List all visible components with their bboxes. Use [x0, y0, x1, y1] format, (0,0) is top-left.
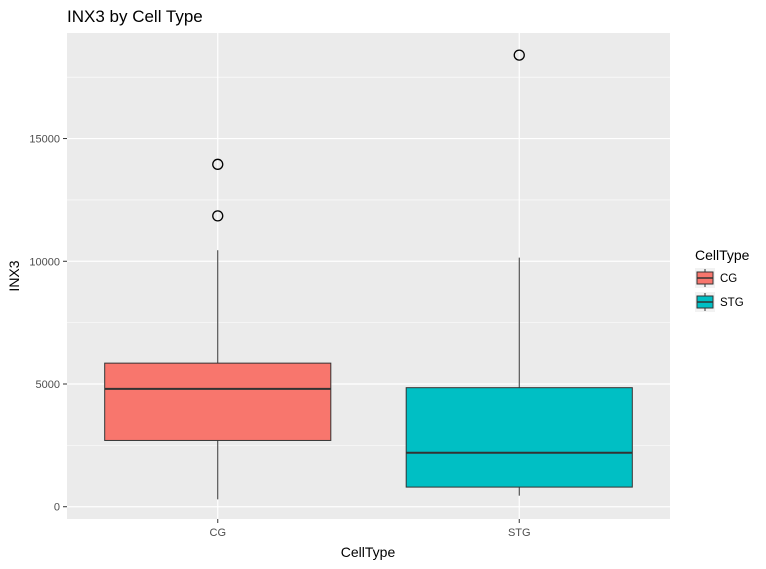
chart-title: INX3 by Cell Type [67, 7, 203, 26]
y-axis-title: INX3 [6, 260, 22, 291]
legend-key-cg [695, 268, 715, 288]
outlier-point [212, 210, 224, 222]
legend-title: CellType [695, 247, 750, 263]
outlier-point [513, 49, 525, 61]
box-cg [104, 158, 332, 500]
x-tick-label: STG [508, 527, 531, 539]
box-stg [405, 49, 633, 496]
legend-key-stg [695, 292, 715, 312]
y-tick-label: 10000 [29, 256, 60, 268]
y-tick-label: 15000 [29, 134, 60, 146]
y-axis: 0 5000 10000 15000 [29, 134, 67, 514]
legend: CellType CG STG [695, 247, 750, 312]
y-tick-label: 5000 [36, 379, 60, 391]
legend-label-cg: CG [720, 273, 737, 285]
outlier-point [212, 158, 224, 170]
x-tick-label: CG [210, 527, 227, 539]
box-series [104, 49, 633, 500]
box-body [104, 362, 332, 441]
y-tick-label: 0 [54, 502, 60, 514]
x-axis-title: CellType [341, 544, 396, 560]
legend-label-stg: STG [720, 297, 744, 309]
box-body [405, 387, 633, 488]
x-axis: CG STG [210, 519, 531, 539]
